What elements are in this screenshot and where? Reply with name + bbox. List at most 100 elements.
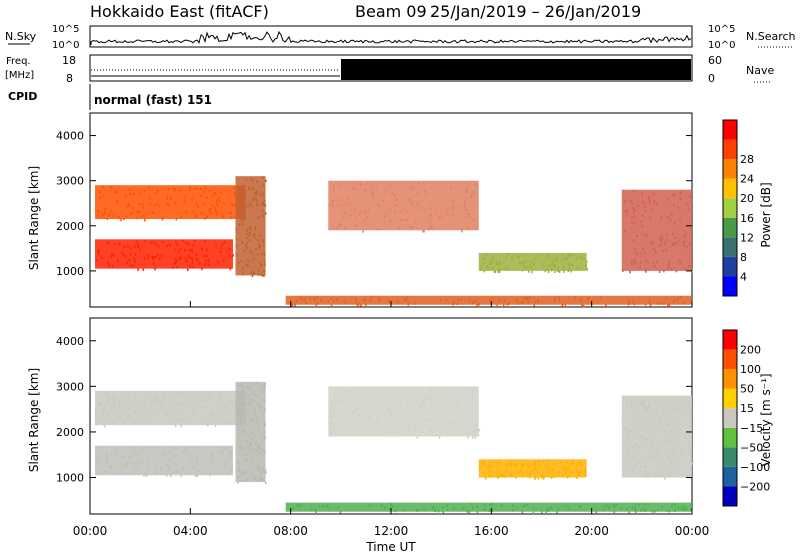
power-echo	[405, 299, 408, 302]
velocity-echo	[430, 398, 432, 401]
velocity-echo	[370, 392, 373, 395]
velocity-echo	[472, 436, 474, 439]
velocity-echo	[264, 386, 266, 389]
velocity-echo	[412, 404, 414, 407]
power-echo	[333, 299, 335, 303]
velocity-echo	[420, 406, 422, 409]
velocity-echo	[154, 398, 156, 401]
power-echo	[247, 204, 249, 208]
velocity-echo	[380, 504, 383, 508]
velocity-echo	[238, 426, 240, 429]
nsky-label: N.Sky	[5, 30, 37, 43]
power-echo	[633, 259, 636, 262]
velocity-echo	[549, 506, 551, 509]
velocity-echo	[265, 471, 267, 474]
power-echo	[562, 302, 564, 306]
power-echo	[222, 215, 224, 218]
velocity-echo	[687, 406, 689, 410]
power-echo	[253, 257, 256, 260]
power-echo	[203, 202, 205, 206]
velocity-echo	[414, 424, 416, 427]
velocity-echo	[656, 453, 658, 456]
power-cbar-swatch-3	[723, 217, 737, 238]
velocity-echo	[263, 423, 265, 426]
velocity-echo	[239, 383, 241, 387]
velocity-echo	[110, 466, 113, 469]
velocity-echo	[628, 466, 631, 470]
power-echo	[652, 242, 654, 245]
velocity-echo	[521, 465, 524, 468]
velocity-echo	[420, 422, 422, 426]
velocity-echo	[572, 459, 574, 462]
velocity-echo	[643, 437, 646, 440]
velocity-echo	[378, 417, 381, 420]
velocity-echo	[483, 508, 485, 511]
velocity-echo	[689, 409, 691, 413]
power-echo	[204, 217, 206, 220]
velocity-echo	[535, 463, 537, 467]
power-echo	[140, 215, 142, 219]
velocity-echo	[580, 462, 583, 465]
velocity-echo	[248, 443, 251, 447]
power-echo	[243, 197, 245, 201]
power-echo	[175, 261, 177, 265]
velocity-echo	[225, 460, 228, 464]
power-echo	[587, 297, 589, 301]
velocity-echo	[239, 392, 241, 395]
power-echo	[463, 208, 465, 212]
freq-fill-block	[341, 59, 691, 80]
power-echo	[665, 297, 668, 301]
power-echo	[456, 302, 459, 305]
velocity-echo	[510, 473, 512, 477]
power-echo	[548, 256, 551, 259]
velocity-echo	[633, 418, 636, 421]
velocity-echo	[128, 406, 131, 410]
velocity-echo	[546, 507, 549, 511]
velocity-echo	[140, 449, 143, 452]
power-echo	[344, 225, 347, 229]
velocity-echo	[258, 452, 261, 455]
power-echo	[657, 302, 659, 305]
power-echo	[355, 302, 358, 305]
power-echo	[155, 243, 157, 246]
velocity-echo	[634, 409, 637, 413]
power-echo	[262, 176, 264, 179]
vel-cbar-swatch-4	[723, 408, 737, 428]
velocity-echo	[393, 430, 396, 434]
power-echo	[510, 256, 513, 260]
power-echo	[662, 249, 665, 252]
velocity-echo	[114, 399, 116, 402]
power-echo	[138, 191, 140, 194]
velocity-echo	[160, 466, 163, 470]
velocity-echo	[340, 413, 342, 417]
velocity-echo	[237, 461, 240, 465]
velocity-echo	[111, 406, 113, 410]
velocity-echo	[224, 404, 227, 408]
velocity-echo	[241, 396, 243, 399]
power-echo	[643, 233, 646, 236]
velocity-echo	[577, 473, 579, 476]
velocity-echo	[456, 398, 458, 401]
power-echo	[179, 189, 182, 192]
power-echo	[579, 255, 581, 259]
power-echo	[556, 269, 559, 272]
y-tick-label-1: 2000	[56, 220, 84, 233]
nsky-frame	[89, 25, 693, 48]
velocity-echo	[534, 477, 536, 480]
power-echo	[575, 256, 578, 260]
velocity-echo	[691, 462, 694, 465]
power-echo	[578, 266, 581, 269]
velocity-echo	[498, 465, 500, 469]
power-echo	[659, 301, 662, 305]
power-echo	[403, 297, 406, 301]
power-echo	[561, 304, 564, 307]
velocity-echo	[649, 415, 652, 419]
vel-cbar-swatch-3	[723, 427, 737, 448]
power-echo	[511, 257, 514, 260]
power-region-4	[328, 180, 479, 231]
power-echo	[343, 216, 345, 220]
power-echo	[184, 194, 187, 198]
velocity-colorbar-label: Velocity [m s⁻¹]	[759, 373, 773, 466]
power-echo	[155, 191, 158, 194]
velocity-echo	[223, 466, 226, 470]
